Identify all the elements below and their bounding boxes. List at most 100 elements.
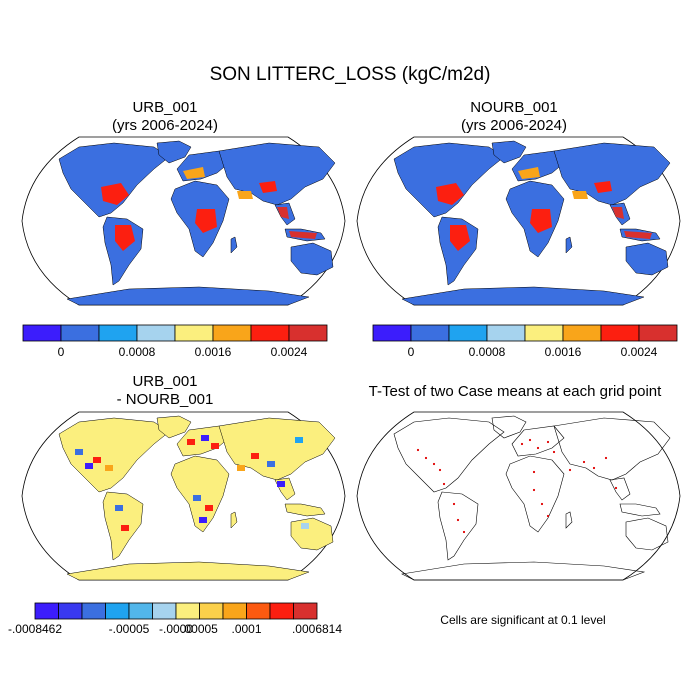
panel-title-nourb: NOURB_001 (yrs 2006-2024) (424, 99, 604, 135)
diff-cell (205, 505, 213, 511)
colorbar-tick-label: 0.0016 (544, 345, 582, 359)
colorbar-box (199, 602, 224, 620)
panel-title-urb: URB_001 (yrs 2006-2024) (75, 99, 255, 135)
colorbar-box (128, 602, 153, 620)
hot-region (518, 167, 540, 179)
colorbar-box (222, 602, 247, 620)
colorbar-tick-label: 0.0008 (468, 345, 506, 359)
significant-cell (462, 530, 466, 534)
hot-region (259, 181, 277, 193)
land-greenland (156, 415, 192, 439)
hot-region (101, 183, 129, 205)
hot-region (612, 207, 624, 219)
colorbar-box (81, 602, 106, 620)
colorbar-box (175, 602, 200, 620)
land-africa (505, 455, 565, 533)
panel-title-ttest: T-Test of two Case means at each grid po… (368, 383, 662, 400)
land-group (58, 140, 336, 306)
colorbar-nourb (372, 324, 678, 342)
significant-cell (416, 448, 420, 452)
significant-cell (432, 462, 436, 466)
significant-cell (552, 450, 556, 454)
significant-cell (540, 502, 544, 506)
map-diff (21, 411, 346, 581)
significant-cell (582, 460, 586, 464)
significant-cell (424, 456, 428, 460)
land-namerica (393, 417, 505, 493)
map-nourb (356, 136, 681, 306)
colorbar-box (246, 602, 271, 620)
panel-title-urb-line1: URB_001 (132, 99, 198, 116)
colorbar-box (60, 324, 100, 342)
land-group (393, 140, 671, 306)
land-indonesia (619, 503, 661, 517)
land-asia (218, 417, 336, 481)
hot-region (289, 231, 317, 239)
colorbar-tick-label: -.0000 (158, 622, 194, 636)
colorbar-box (288, 324, 328, 342)
significant-cell (442, 482, 446, 486)
colorbar-box (58, 602, 83, 620)
significant-cell (532, 488, 536, 492)
land-australia (625, 242, 669, 276)
significant-cell (546, 440, 550, 444)
land-group (393, 415, 671, 581)
panel-title-urb-line2: (yrs 2006-2024) (112, 117, 218, 134)
diff-cell (237, 465, 245, 471)
colorbar-urb (22, 324, 328, 342)
diff-cell (267, 461, 275, 467)
colorbar-tick-label: 0.0024 (620, 345, 658, 359)
diff-cell (105, 465, 113, 471)
colorbar-box (269, 602, 294, 620)
hot-region (450, 225, 470, 251)
colorbar-diff (34, 602, 318, 620)
significant-cell (536, 446, 540, 450)
land-madagascar (230, 236, 238, 254)
land-madagascar (565, 511, 573, 529)
colorbar-tick-label: .0006814 (291, 622, 343, 636)
panel-title-diff: URB_001 - NOURB_001 (75, 373, 255, 409)
land-antarctica (401, 286, 645, 306)
diff-cell (295, 437, 303, 443)
land-madagascar (565, 236, 573, 254)
colorbar-nourb-ticks: 0 0.0008 0.0016 0.0024 (350, 345, 700, 361)
colorbar-box (174, 324, 214, 342)
colorbar-tick-label: 0 (407, 345, 415, 359)
significant-cell (528, 438, 532, 442)
hot-region (237, 191, 253, 199)
significant-cell (456, 518, 460, 522)
land-group (58, 415, 336, 581)
hot-region (624, 231, 652, 239)
diff-cell (201, 435, 209, 441)
land-asia (553, 417, 671, 481)
significant-cell (614, 486, 618, 490)
colorbar-box (212, 324, 252, 342)
colorbar-box (34, 602, 59, 620)
colorbar-tick-label: -.00005 (108, 622, 150, 636)
diff-cell (85, 463, 93, 469)
colorbar-tick-label: 0.0024 (270, 345, 308, 359)
land-namerica (58, 417, 170, 493)
diff-cell (193, 495, 201, 501)
land-asia (218, 142, 336, 206)
colorbar-box (152, 602, 177, 620)
land-antarctica (66, 561, 310, 581)
colorbar-box (250, 324, 290, 342)
significance-note: Cells are significant at 0.1 level (440, 613, 606, 627)
land-samerica (437, 491, 479, 561)
map-urb (21, 136, 346, 306)
colorbar-tick-label: .0001 (231, 622, 262, 636)
colorbar-box (293, 602, 318, 620)
land-indochina (609, 477, 631, 501)
hot-region (436, 183, 464, 205)
diff-cell (199, 517, 207, 523)
land-indonesia (284, 503, 326, 517)
colorbar-box (524, 324, 564, 342)
colorbar-tick-label: .00005 (181, 622, 218, 636)
colorbar-urb-ticks: 0 0.0008 0.0016 0.0024 (0, 345, 350, 361)
colorbar-box (600, 324, 640, 342)
colorbar-box (105, 602, 130, 620)
hot-region (572, 191, 588, 199)
diff-cell (187, 439, 195, 445)
diff-cell (277, 481, 285, 487)
